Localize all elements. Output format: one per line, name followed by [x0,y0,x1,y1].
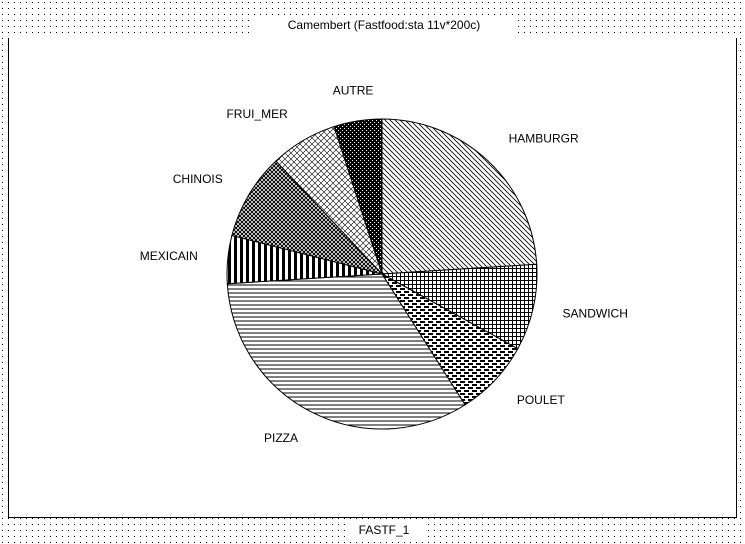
pie-slice [333,118,383,275]
slice-label: POULET [517,393,566,407]
title-box [252,18,516,34]
pie-slice [231,160,384,275]
pie-slice [226,273,466,430]
slice-label: SANDWICH [563,307,628,321]
footer-label: FASTF_1 [359,523,410,537]
slice-label: CHINOIS [173,172,223,186]
slice-label: MEXICAIN [140,249,198,263]
slice-label: HAMBURGR [509,131,579,145]
slice-label: FRUI_MER [226,107,288,121]
slice-label: AUTRE [333,83,374,97]
chart-title: Camembert (Fastfood:sta 11v*200c) [288,18,481,32]
footer-box [345,523,423,538]
pie-slice [381,118,538,275]
slice-label: PIZZA [264,431,298,445]
pie-slice [380,263,538,350]
